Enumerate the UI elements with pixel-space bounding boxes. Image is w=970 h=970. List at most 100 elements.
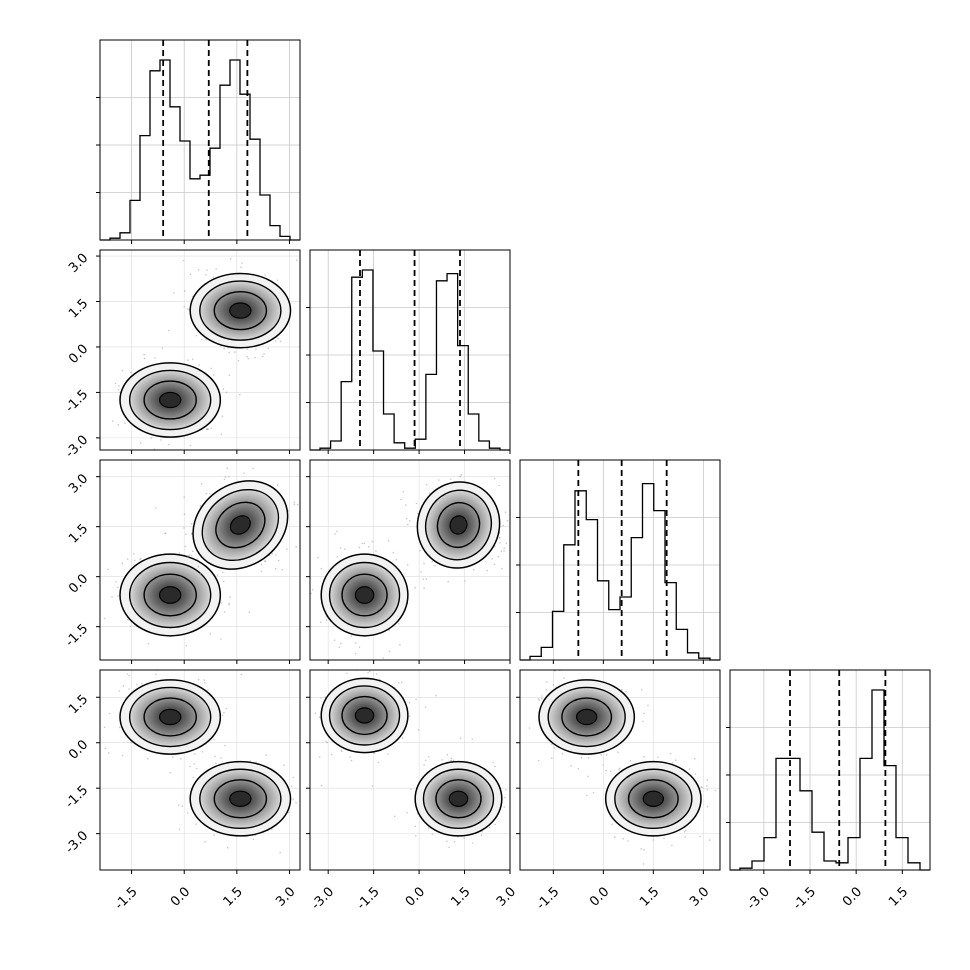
- scatter-point: [139, 558, 141, 561]
- contour-inner: [436, 501, 481, 549]
- scatter-point: [221, 571, 224, 574]
- scatter-point: [371, 785, 374, 787]
- scatter-point: [172, 756, 174, 758]
- density-layer: [520, 666, 720, 870]
- scatter-point: [185, 644, 188, 647]
- contour-core: [158, 391, 182, 409]
- scatter-point: [177, 804, 180, 806]
- scatter-point: [627, 840, 629, 842]
- scatter-point: [714, 789, 716, 792]
- scatter-point: [128, 688, 130, 690]
- contour-core: [575, 708, 598, 726]
- scatter-point: [447, 580, 450, 583]
- scatter-point: [305, 550, 307, 552]
- panel-2-0: -1.5 0.0 1.5 3.0: [63, 459, 307, 664]
- scatter-point: [246, 355, 248, 358]
- scatter-point: [233, 351, 236, 353]
- scatter-point: [228, 602, 231, 605]
- scatter-point: [361, 542, 364, 545]
- scatter-point: [349, 756, 351, 758]
- scatter-point: [399, 643, 401, 646]
- scatter-point: [617, 751, 619, 754]
- scatter-point: [226, 846, 229, 849]
- x-tick-label-1: -1.5: [354, 884, 383, 913]
- scatter-point: [402, 491, 405, 493]
- scatter-point: [117, 388, 120, 391]
- scatter-point: [501, 567, 503, 570]
- scatter-point: [168, 329, 170, 332]
- scatter-point: [423, 562, 425, 565]
- scatter-point: [128, 674, 130, 677]
- scatter-point: [371, 540, 374, 543]
- scatter-point: [314, 712, 317, 714]
- scatter-point: [413, 664, 415, 666]
- density-blob-0: [320, 677, 409, 754]
- panel-2-1: [306, 459, 511, 664]
- scatter-point: [293, 503, 296, 506]
- scatter-point: [503, 550, 505, 552]
- scatter-point: [222, 388, 225, 390]
- scatter-point: [453, 840, 456, 843]
- y-tick-label-1: -3.0: [63, 433, 92, 462]
- scatter-point: [190, 533, 193, 535]
- contour-inner: [143, 380, 197, 420]
- scatter-point: [224, 744, 226, 747]
- scatter-point: [206, 428, 208, 431]
- scatter-point: [441, 759, 443, 761]
- x-tick-label-2: -1.5: [534, 884, 563, 913]
- scatter-point: [115, 581, 117, 583]
- panel-3-0: -3.0 -1.5 0.0 1.5 -1.5 0.0 1.5 3.0: [63, 669, 301, 913]
- x-tick-label-0: 0.0: [168, 884, 193, 909]
- scatter-point: [212, 276, 215, 278]
- scatter-point: [398, 682, 400, 684]
- scatter-point: [497, 555, 500, 558]
- scatter-point: [181, 805, 184, 808]
- scatter-point: [326, 741, 329, 744]
- scatter-point: [694, 773, 697, 775]
- scatter-point: [587, 757, 590, 759]
- scatter-point: [395, 558, 398, 561]
- scatter-point: [552, 684, 555, 686]
- scatter-point: [154, 357, 156, 359]
- contour-inner: [143, 697, 197, 737]
- panel-background: [730, 670, 930, 870]
- y-tick-label-1: -1.5: [63, 387, 92, 416]
- scatter-point: [193, 763, 195, 765]
- panel-frame: [99, 669, 301, 871]
- scatter-point: [118, 690, 121, 692]
- scatter-point: [350, 759, 353, 762]
- scatter-point: [271, 828, 273, 831]
- scatter-point: [346, 672, 348, 675]
- density-blob-0: [119, 679, 222, 755]
- contour-inner: [561, 697, 613, 737]
- scatter-point: [107, 568, 109, 571]
- scatter-point: [195, 334, 198, 337]
- scatter-point: [569, 666, 571, 668]
- panel-0-0: [96, 39, 301, 244]
- panel-3-1: -3.0 -1.5 0.0 1.5 3.0: [306, 664, 519, 913]
- x-tick-label-0: -1.5: [112, 884, 141, 913]
- scatter-point: [488, 826, 491, 829]
- scatter-point: [223, 478, 226, 481]
- scatter-point: [333, 639, 336, 641]
- scatter-point: [320, 567, 323, 570]
- scatter-point: [196, 767, 198, 770]
- scatter-point: [498, 484, 500, 487]
- scatter-point: [375, 550, 377, 552]
- scatter-point: [505, 542, 508, 545]
- scatter-point: [415, 698, 417, 701]
- scatter-point: [260, 563, 263, 566]
- scatter-point: [226, 467, 228, 470]
- scatter-point: [200, 482, 203, 485]
- scatter-point: [450, 759, 452, 762]
- scatter-point: [446, 840, 448, 843]
- scatter-point: [215, 268, 217, 270]
- x-tick-label-1: 0.0: [403, 884, 428, 909]
- scatter-point: [210, 427, 212, 430]
- x-tick-label-1: -3.0: [309, 884, 338, 913]
- scatter-point: [283, 764, 285, 766]
- scatter-point: [192, 550, 194, 552]
- scatter-point: [414, 825, 417, 828]
- scatter-point: [387, 540, 390, 542]
- density-blob-1: [189, 760, 292, 837]
